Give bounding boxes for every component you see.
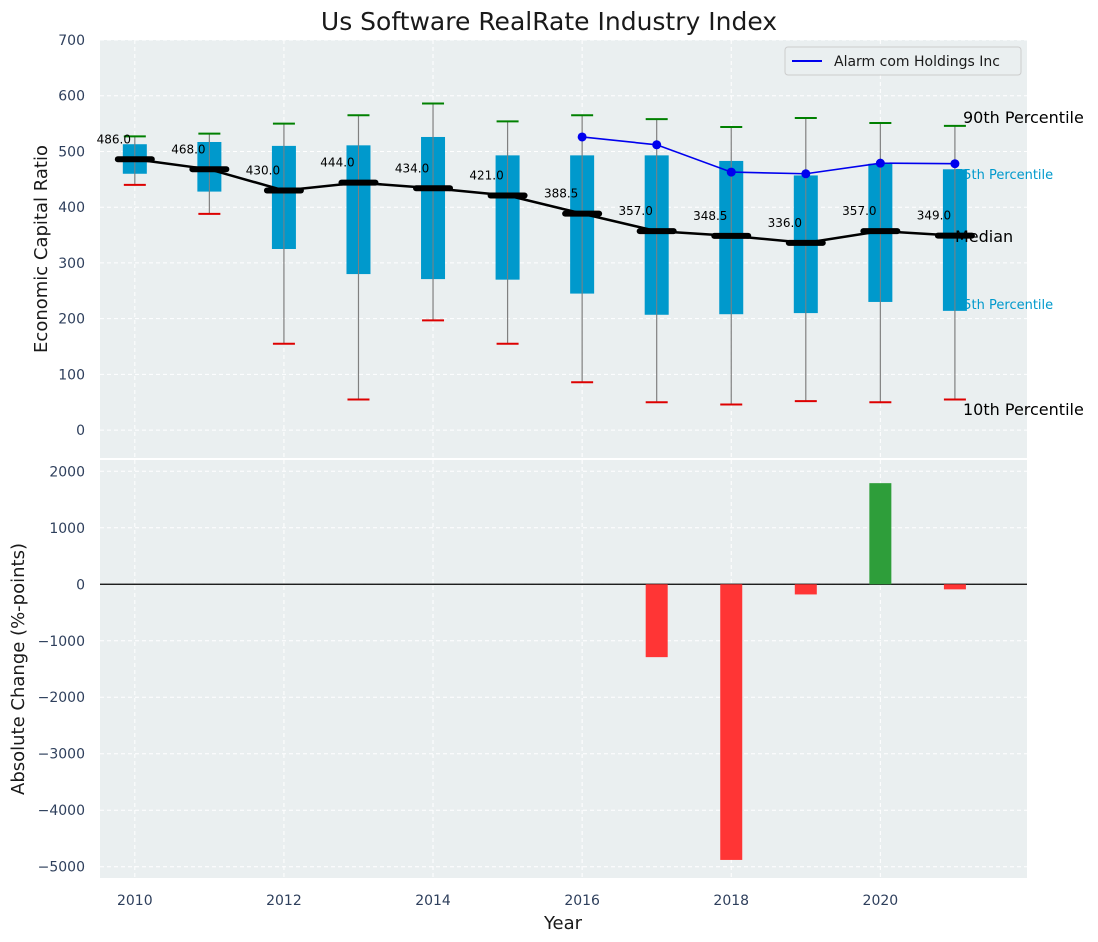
top-y-tick-label: 700 bbox=[58, 33, 85, 49]
bottom-y-tick-label: 2000 bbox=[49, 464, 85, 480]
median-value-label: 444.0 bbox=[320, 156, 354, 170]
median-value-label: 357.0 bbox=[619, 204, 653, 218]
top-y-tick-label: 0 bbox=[76, 423, 85, 439]
median-value-label: 421.0 bbox=[469, 168, 503, 182]
company-series bbox=[577, 132, 960, 179]
median-value-label: 434.0 bbox=[395, 161, 429, 175]
annotation-p25: 25th Percentile bbox=[955, 298, 1053, 313]
x-tick-label: 2014 bbox=[415, 893, 451, 909]
change-bar bbox=[645, 584, 668, 658]
x-tick-label: 2012 bbox=[266, 893, 302, 909]
company-point bbox=[577, 132, 587, 142]
top-panel: 486.0 468.0 430.0 444.0 434.0 421.0 388.5 357.0… bbox=[31, 7, 1084, 458]
company-point bbox=[950, 159, 960, 169]
change-bar bbox=[794, 584, 817, 595]
top-y-axis-label: Economic Capital Ratio bbox=[31, 145, 52, 353]
median-value-label: 468.0 bbox=[171, 142, 205, 156]
company-point bbox=[652, 140, 662, 150]
median-labels: 486.0 468.0 430.0 444.0 434.0 421.0 388.5 357.0… bbox=[97, 132, 951, 230]
median-value-label: 349.0 bbox=[917, 209, 951, 223]
bottom-y-tick-label: −4000 bbox=[38, 803, 85, 819]
legend: Alarm com Holdings Inc bbox=[784, 46, 1022, 76]
top-y-ticks: 0 100 200 300 400 500 600 700 bbox=[58, 33, 85, 439]
bottom-y-tick-label: 0 bbox=[76, 577, 85, 593]
change-bar bbox=[720, 584, 743, 860]
legend-frame bbox=[784, 46, 1022, 76]
top-y-tick-label: 300 bbox=[58, 256, 85, 272]
change-bar bbox=[869, 483, 892, 585]
annotation-p75: 75th Percentile bbox=[955, 168, 1053, 183]
top-y-tick-label: 200 bbox=[58, 312, 85, 328]
company-point bbox=[801, 169, 811, 179]
x-tick-label: 2010 bbox=[117, 893, 153, 909]
top-y-tick-label: 500 bbox=[58, 144, 85, 160]
change-bar bbox=[943, 584, 966, 590]
top-y-tick-label: 400 bbox=[58, 200, 85, 216]
median-line bbox=[114, 156, 975, 246]
x-tick-label: 2020 bbox=[863, 893, 899, 909]
median-value-label: 357.0 bbox=[842, 204, 876, 218]
median-value-label: 348.5 bbox=[693, 209, 727, 223]
legend-label-company: Alarm com Holdings Inc bbox=[834, 54, 1000, 70]
median-value-label: 486.0 bbox=[97, 132, 131, 146]
change-bars bbox=[100, 483, 1027, 860]
median-value-label: 430.0 bbox=[246, 163, 280, 177]
median-value-label: 388.5 bbox=[544, 187, 578, 201]
x-axis-label: Year bbox=[543, 913, 583, 934]
bottom-grid bbox=[100, 460, 1027, 878]
annotation-p10: 10th Percentile bbox=[963, 400, 1084, 419]
annotation-median: Median bbox=[955, 227, 1013, 246]
median-value-label: 336.0 bbox=[768, 216, 802, 230]
bottom-y-axis-label: Absolute Change (%-points) bbox=[8, 543, 29, 795]
company-line bbox=[582, 136, 955, 175]
x-ticks: 2010 2012 2014 2016 2018 2020 bbox=[117, 893, 898, 909]
bottom-y-tick-label: 1000 bbox=[49, 521, 85, 537]
bottom-y-ticks: −5000 −4000 −3000 −2000 −1000 0 1000 2000 bbox=[38, 464, 85, 875]
company-point bbox=[875, 158, 885, 168]
bottom-y-tick-label: −3000 bbox=[38, 747, 85, 763]
company-point bbox=[726, 167, 736, 177]
annotation-p90: 90th Percentile bbox=[963, 108, 1084, 127]
top-y-tick-label: 600 bbox=[58, 89, 85, 105]
bottom-y-tick-label: −2000 bbox=[38, 690, 85, 706]
x-tick-label: 2018 bbox=[713, 893, 749, 909]
bottom-y-tick-label: −1000 bbox=[38, 634, 85, 650]
bottom-y-tick-label: −5000 bbox=[38, 860, 85, 876]
x-tick-label: 2016 bbox=[564, 893, 600, 909]
top-y-tick-label: 100 bbox=[58, 367, 85, 383]
chart-title: Us Software RealRate Industry Index bbox=[321, 7, 777, 36]
